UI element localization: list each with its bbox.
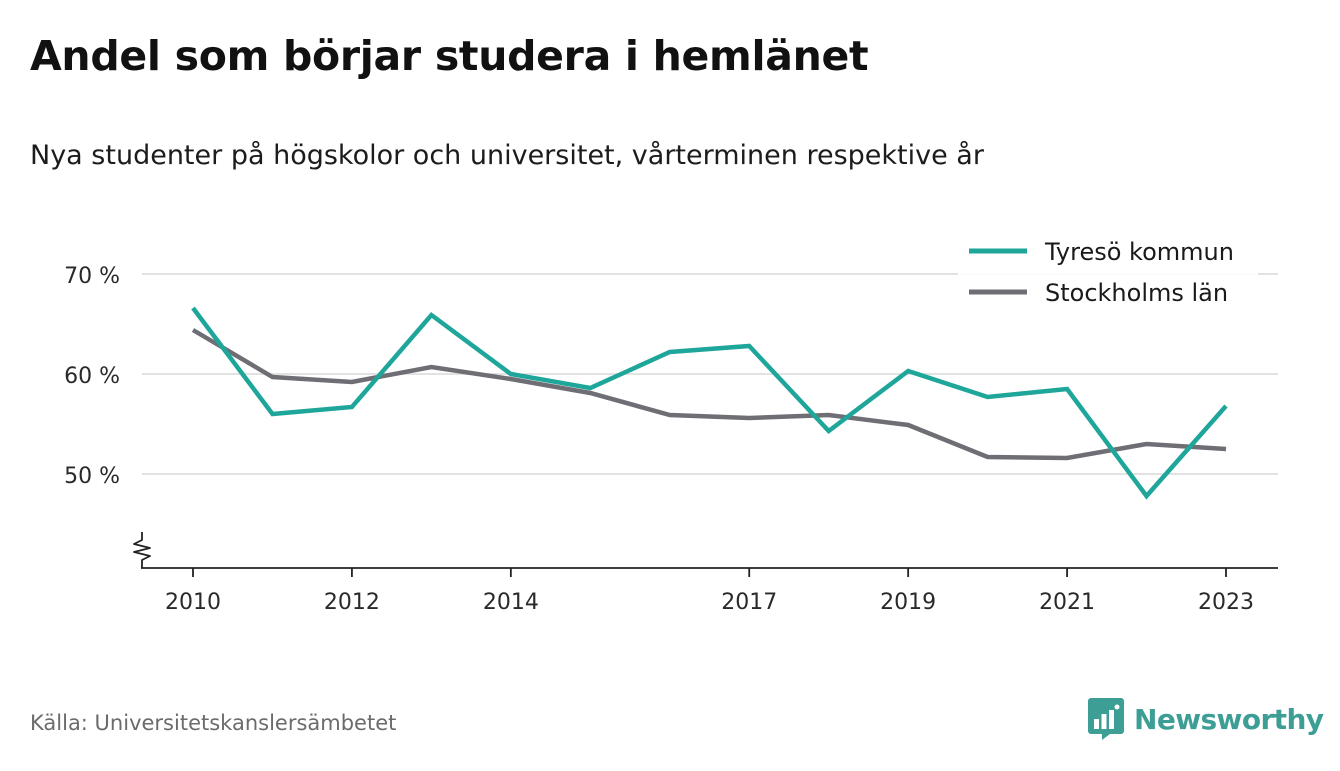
x-tick-label: 2017 [721,590,777,615]
x-tick-label: 2021 [1039,590,1095,615]
chart-subtitle: Nya studenter på högskolor och universit… [30,140,984,171]
legend-label: Stockholms län [1045,279,1228,307]
brand-logo[interactable]: Newsworthy [1088,698,1324,740]
source-note: Källa: Universitetskanslersämbetet [30,711,397,735]
x-tick-label: 2012 [324,590,380,615]
line-chart: 50 % 60 % 70 % 2010 2012 2014 2017 2019 2021 2023… [64,232,1278,615]
y-tick-label: 70 % [64,264,120,289]
y-tick-label: 50 % [64,464,120,489]
series-line-tyreso [191,306,1228,500]
legend-box [958,232,1258,318]
legend-label: Tyresö kommun [1044,238,1234,266]
x-tick-label: 2023 [1198,590,1254,615]
x-tick-label: 2019 [880,590,936,615]
x-tick-label: 2010 [165,590,221,615]
y-axis-break-icon [133,532,151,568]
brand-name: Newsworthy [1134,702,1324,736]
y-tick-label: 60 % [64,364,120,389]
x-tick-label: 2014 [483,590,539,615]
newsworthy-logo-icon [1088,698,1124,740]
chart-title: Andel som börjar studera i hemlänet [30,32,869,80]
series-line-stockholms-lan [191,328,1227,461]
